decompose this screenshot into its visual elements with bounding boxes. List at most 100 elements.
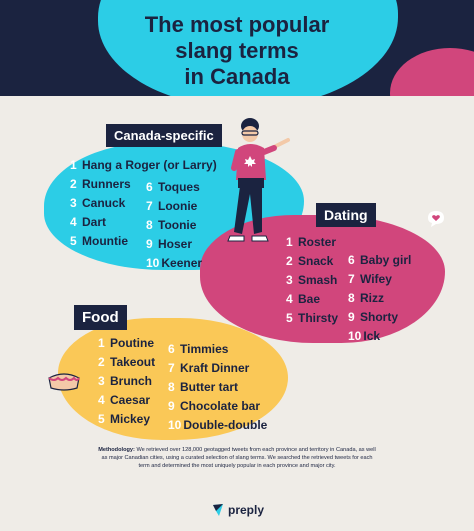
canada-specific-label: Canada-specific xyxy=(106,124,222,147)
dating-list-right: 6 Baby girl 7 Wifey 8 Rizz 9 Shorty 10 Ick xyxy=(348,251,411,346)
list-item: 3 Canuck xyxy=(70,194,217,213)
list-item-number: 3 xyxy=(98,374,105,388)
dating-label: Dating xyxy=(316,203,376,227)
list-item-number: 5 xyxy=(98,412,105,426)
methodology-note: Methodology: We retrieved over 128,000 g… xyxy=(98,446,376,470)
list-item-term: Mountie xyxy=(82,234,128,248)
methodology-label: Methodology: xyxy=(98,447,135,453)
brand-logo: preply xyxy=(212,503,264,517)
list-item: 9 Chocolate bar xyxy=(168,397,267,416)
list-item: 3 Brunch xyxy=(98,372,155,391)
list-item: 4 Dart xyxy=(70,213,217,232)
list-item: 2 Runners xyxy=(70,175,217,194)
list-item-number: 10 xyxy=(348,329,362,343)
list-item: 7 Kraft Dinner xyxy=(168,359,267,378)
list-item: 10 Ick xyxy=(348,327,411,346)
list-item-number: 4 xyxy=(286,292,293,306)
list-item-term: Hang a Roger (or Larry) xyxy=(82,158,217,172)
food-list-right: 6 Timmies 7 Kraft Dinner 8 Butter tart 9 Cho… xyxy=(168,340,267,435)
list-item: 9 Shorty xyxy=(348,308,411,327)
list-item: 4 Caesar xyxy=(98,391,155,410)
list-item-number: 5 xyxy=(286,311,293,325)
title-line-2: slang terms xyxy=(175,38,299,63)
list-item-term: Smash xyxy=(298,273,338,287)
list-item-number: 7 xyxy=(146,199,153,213)
list-item-term: Timmies xyxy=(180,342,229,356)
preply-logo-icon xyxy=(213,504,223,516)
list-item-number: 4 xyxy=(70,215,77,229)
list-item: 1 Poutine xyxy=(98,334,155,353)
list-item: 1 Roster xyxy=(286,233,338,252)
list-item: 6 Toques xyxy=(146,178,202,197)
list-item-number: 6 xyxy=(348,253,355,267)
list-item-term: Snack xyxy=(298,254,334,268)
list-item-number: 8 xyxy=(168,380,175,394)
list-item: 4 Bae xyxy=(286,290,338,309)
list-item-term: Toonie xyxy=(158,218,197,232)
person-illustration xyxy=(227,118,290,242)
list-item: 6 Timmies xyxy=(168,340,267,359)
title-line-3: in Canada xyxy=(184,64,290,89)
list-item-number: 2 xyxy=(98,355,105,369)
list-item: 5 Mountie xyxy=(70,232,217,251)
list-item-term: Brunch xyxy=(110,374,152,388)
list-item-number: 5 xyxy=(70,234,77,248)
list-item-number: 3 xyxy=(70,196,77,210)
list-item-term: Hoser xyxy=(158,237,193,251)
list-item-term: Rizz xyxy=(360,291,384,305)
list-item: 8 Butter tart xyxy=(168,378,267,397)
list-item-number: 6 xyxy=(168,342,175,356)
list-item-term: Kraft Dinner xyxy=(180,361,250,375)
food-blob xyxy=(58,318,288,440)
list-item-number: 1 xyxy=(98,336,105,350)
list-item-term: Runners xyxy=(82,177,131,191)
food-label: Food xyxy=(74,305,127,330)
list-item-number: 4 xyxy=(98,393,105,407)
list-item-term: Mickey xyxy=(110,412,151,426)
header-cyan-blob xyxy=(98,0,398,96)
list-item-term: Keener xyxy=(161,256,203,270)
list-item: 6 Baby girl xyxy=(348,251,411,270)
list-item-number: 1 xyxy=(70,158,77,172)
list-item-term: Ick xyxy=(363,329,381,343)
list-item: 9 Hoser xyxy=(146,235,202,254)
list-item-number: 2 xyxy=(286,254,293,268)
list-item-term: Takeout xyxy=(110,355,156,369)
brand-name: preply xyxy=(228,503,265,517)
list-item-term: Bae xyxy=(298,292,321,306)
list-item-term: Butter tart xyxy=(180,380,239,394)
list-item-number: 8 xyxy=(146,218,153,232)
list-item: 8 Toonie xyxy=(146,216,202,235)
list-item-number: 10 xyxy=(146,256,160,270)
list-item-term: Thirsty xyxy=(298,311,339,325)
list-item-number: 3 xyxy=(286,273,293,287)
list-item-term: Poutine xyxy=(110,336,154,350)
list-item-number: 9 xyxy=(348,310,355,324)
list-item-number: 1 xyxy=(286,235,293,249)
list-item-term: Toques xyxy=(158,180,200,194)
header-banner: The most popular slang terms in Canada xyxy=(0,0,474,96)
list-item: 7 Loonie xyxy=(146,197,202,216)
list-item-number: 10 xyxy=(168,418,182,432)
title-line-1: The most popular xyxy=(144,12,330,37)
list-item: 10 Keener xyxy=(146,254,202,273)
list-item: 5 Mickey xyxy=(98,410,155,429)
list-item-number: 7 xyxy=(168,361,175,375)
list-item: 3 Smash xyxy=(286,271,338,290)
list-item-term: Canuck xyxy=(82,196,126,210)
list-item: 8 Rizz xyxy=(348,289,411,308)
list-item-term: Baby girl xyxy=(360,253,412,267)
list-item: 7 Wifey xyxy=(348,270,411,289)
list-item-number: 8 xyxy=(348,291,355,305)
list-item-term: Caesar xyxy=(110,393,151,407)
food-list-left: 1 Poutine 2 Takeout 3 Brunch 4 Caesar 5 Micke… xyxy=(98,334,155,429)
list-item-number: 9 xyxy=(168,399,175,413)
list-item-term: Dart xyxy=(82,215,107,229)
canada-list-left: 1 Hang a Roger (or Larry) 2 Runners 3 Canuc… xyxy=(70,156,217,251)
list-item-number: 6 xyxy=(146,180,153,194)
list-item-term: Double-double xyxy=(183,418,268,432)
list-item: 1 Hang a Roger (or Larry) xyxy=(70,156,217,175)
heart-bubble-icon xyxy=(428,211,444,227)
list-item-number: 7 xyxy=(348,272,355,286)
list-item-number: 2 xyxy=(70,177,77,191)
